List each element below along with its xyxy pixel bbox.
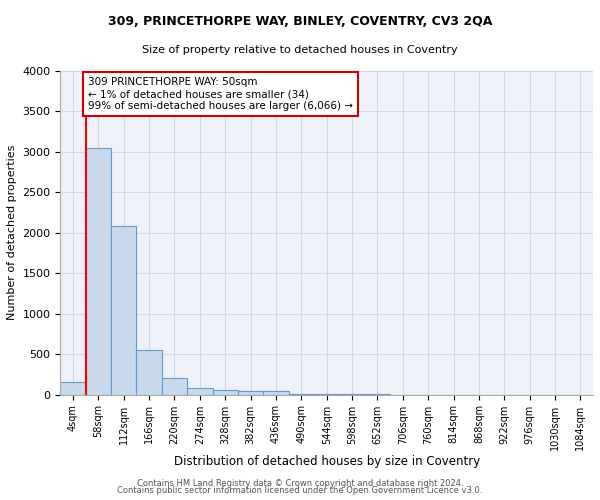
Text: Contains HM Land Registry data © Crown copyright and database right 2024.: Contains HM Land Registry data © Crown c… <box>137 478 463 488</box>
Text: 309, PRINCETHORPE WAY, BINLEY, COVENTRY, CV3 2QA: 309, PRINCETHORPE WAY, BINLEY, COVENTRY,… <box>108 15 492 28</box>
Bar <box>263 391 289 394</box>
Text: 309 PRINCETHORPE WAY: 50sqm
← 1% of detached houses are smaller (34)
99% of semi: 309 PRINCETHORPE WAY: 50sqm ← 1% of deta… <box>88 78 353 110</box>
X-axis label: Distribution of detached houses by size in Coventry: Distribution of detached houses by size … <box>173 455 480 468</box>
Bar <box>212 390 238 394</box>
Bar <box>136 350 162 395</box>
Text: Size of property relative to detached houses in Coventry: Size of property relative to detached ho… <box>142 45 458 55</box>
Bar <box>61 382 86 394</box>
Bar <box>187 388 212 394</box>
Bar <box>238 391 263 394</box>
Text: Contains public sector information licensed under the Open Government Licence v3: Contains public sector information licen… <box>118 486 482 495</box>
Y-axis label: Number of detached properties: Number of detached properties <box>7 145 17 320</box>
Bar <box>162 378 187 394</box>
Bar <box>111 226 136 394</box>
Bar <box>86 148 111 394</box>
